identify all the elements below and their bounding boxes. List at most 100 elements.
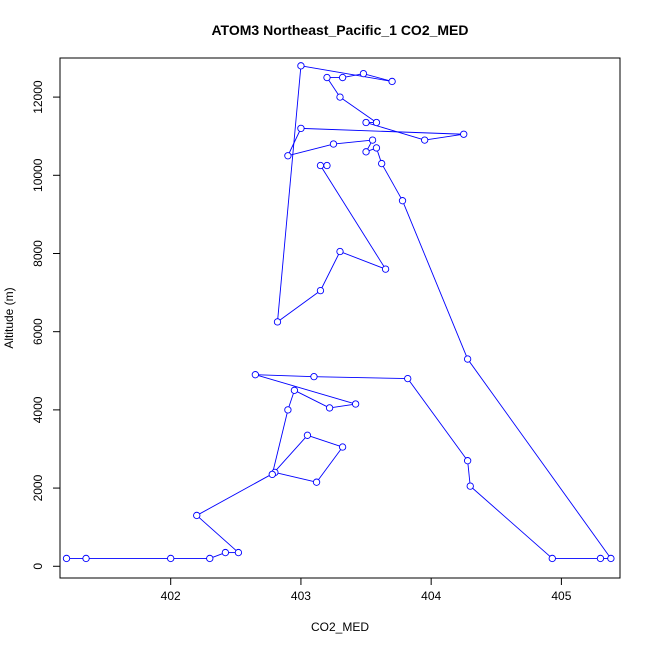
data-point	[404, 374, 412, 383]
y-tick-label: 4000	[31, 396, 45, 423]
data-point	[381, 265, 390, 273]
data-point	[268, 470, 276, 479]
data-point	[62, 554, 71, 563]
series-segment	[339, 96, 377, 123]
data-point	[362, 118, 370, 127]
series-segment	[316, 446, 343, 483]
y-axis: 0 2000 4000 6000 8000 10000 12000	[31, 80, 61, 570]
series-segment	[424, 133, 464, 141]
data-point	[221, 548, 230, 557]
data-point	[362, 148, 370, 156]
data-point	[167, 554, 175, 563]
data-point	[323, 73, 331, 82]
series-layer	[62, 62, 615, 563]
series-segment	[300, 65, 393, 82]
data-point	[193, 511, 201, 520]
data-point	[466, 482, 474, 490]
data-point	[284, 406, 292, 414]
data-point	[398, 197, 407, 205]
data-point	[323, 161, 331, 170]
series-segment	[469, 485, 553, 559]
data-point	[378, 159, 386, 168]
data-point	[596, 554, 605, 563]
data-point	[82, 554, 90, 563]
data-point	[463, 355, 472, 363]
series-segment	[313, 376, 408, 380]
data-point	[351, 400, 360, 408]
series-segment	[294, 389, 330, 409]
data-point	[463, 457, 472, 465]
data-point	[460, 130, 468, 138]
data-point	[329, 140, 338, 148]
chart-title: ATOM3 Northeast_Pacific_1 CO2_MED	[211, 22, 468, 38]
data-point	[251, 371, 259, 379]
y-tick-label: 0	[31, 563, 45, 570]
series-segment	[333, 139, 373, 145]
y-tick-label: 8000	[31, 240, 45, 267]
data-point	[297, 62, 305, 70]
x-tick-label: 405	[551, 589, 571, 603]
data-point	[359, 69, 368, 78]
y-tick-label: 6000	[31, 318, 45, 345]
x-axis: 402 403 404 405	[161, 577, 572, 603]
data-point	[421, 136, 429, 144]
data-point	[290, 386, 299, 394]
data-point	[388, 77, 396, 86]
x-tick-label: 402	[161, 589, 181, 603]
series-segment	[363, 73, 393, 82]
y-tick-label: 2000	[31, 474, 45, 501]
series-segment	[196, 472, 276, 516]
x-tick-label: 403	[291, 589, 311, 603]
data-point	[338, 443, 347, 451]
series-segment	[255, 374, 314, 378]
series-segment	[407, 378, 468, 461]
series-segment	[300, 127, 464, 135]
data-point	[303, 431, 312, 439]
series-segment	[196, 515, 239, 553]
series-segment	[271, 409, 289, 475]
plot-frame	[59, 57, 621, 579]
data-point	[206, 554, 214, 563]
series-segment	[287, 143, 334, 157]
data-point	[372, 118, 381, 127]
y-tick-label: 12000	[31, 80, 45, 114]
series-segment	[277, 290, 321, 323]
y-tick-label: 10000	[31, 158, 45, 192]
series-segment	[402, 200, 469, 360]
data-point	[548, 554, 556, 563]
series-segment	[307, 434, 343, 448]
x-axis-label: CO2_MED	[311, 620, 369, 634]
data-point	[372, 144, 381, 152]
data-point	[234, 548, 243, 557]
x-tick-label: 404	[421, 589, 441, 603]
data-point	[316, 286, 325, 295]
series-segment	[255, 374, 356, 405]
data-point	[316, 161, 325, 170]
y-axis-label: Altitude (m)	[2, 287, 16, 348]
data-point	[297, 124, 305, 133]
data-point	[336, 247, 344, 256]
data-point	[336, 93, 344, 101]
data-point	[310, 372, 318, 381]
data-point	[273, 318, 282, 326]
data-point	[312, 478, 321, 486]
series-segment	[271, 434, 308, 475]
series-segment	[277, 65, 302, 322]
data-point	[607, 554, 615, 563]
series-segment	[329, 403, 356, 409]
data-point	[284, 152, 292, 160]
series-segment	[467, 358, 612, 559]
series-segment	[320, 251, 341, 291]
data-point	[325, 404, 334, 412]
series-segment	[320, 165, 386, 270]
data-point	[368, 136, 377, 144]
series-segment	[274, 471, 317, 483]
data-point	[338, 73, 347, 82]
series-segment	[326, 77, 341, 98]
series-segment	[381, 163, 403, 201]
series-segment	[467, 460, 471, 487]
series-segment	[339, 251, 386, 270]
series-segment	[287, 128, 302, 156]
